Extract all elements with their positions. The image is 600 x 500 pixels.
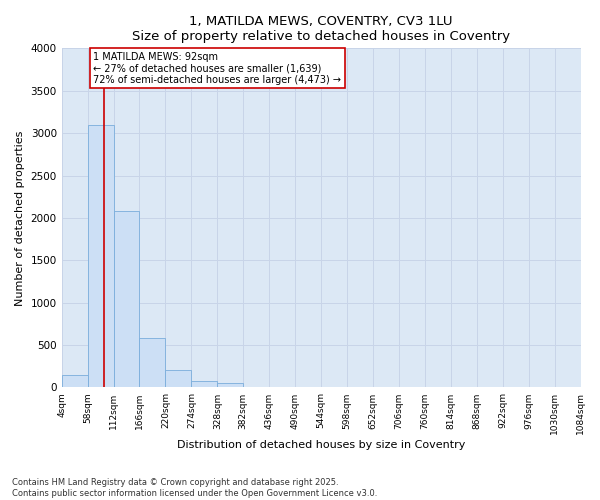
Y-axis label: Number of detached properties: Number of detached properties bbox=[15, 130, 25, 306]
Bar bbox=[88, 124, 113, 388]
Bar bbox=[191, 380, 217, 388]
Text: 1 MATILDA MEWS: 92sqm
← 27% of detached houses are smaller (1,639)
72% of semi-d: 1 MATILDA MEWS: 92sqm ← 27% of detached … bbox=[94, 52, 341, 85]
Bar bbox=[217, 383, 243, 388]
Text: Contains HM Land Registry data © Crown copyright and database right 2025.
Contai: Contains HM Land Registry data © Crown c… bbox=[12, 478, 377, 498]
Bar bbox=[62, 374, 88, 388]
Bar bbox=[139, 338, 166, 388]
Bar bbox=[166, 370, 191, 388]
Bar bbox=[113, 211, 139, 388]
X-axis label: Distribution of detached houses by size in Coventry: Distribution of detached houses by size … bbox=[177, 440, 465, 450]
Title: 1, MATILDA MEWS, COVENTRY, CV3 1LU
Size of property relative to detached houses : 1, MATILDA MEWS, COVENTRY, CV3 1LU Size … bbox=[132, 15, 510, 43]
